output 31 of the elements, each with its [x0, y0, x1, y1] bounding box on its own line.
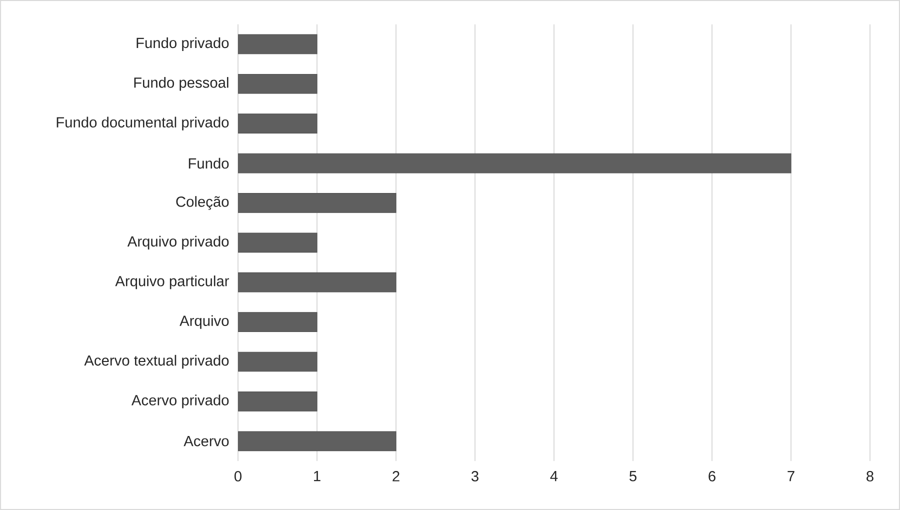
bar [238, 232, 318, 253]
y-tick-label: Acervo textual privado [84, 354, 229, 369]
y-tick-label: Coleção [176, 196, 229, 210]
bar [238, 153, 792, 174]
x-tick-label: 0 [234, 471, 242, 482]
x-tick-label: 7 [788, 471, 794, 482]
bar [238, 74, 318, 94]
y-tick-label: Arquivo [180, 315, 229, 329]
x-tick-label: 3 [471, 471, 478, 482]
bar [238, 272, 396, 292]
y-tick-label: Acervo [184, 436, 229, 446]
y-tick-label: Fundo [188, 158, 229, 169]
y-tick-label: Acervo privado [131, 394, 229, 408]
x-tick-label: 1 [314, 471, 320, 482]
y-tick-label: Fundo pessoal [134, 77, 228, 91]
bar [238, 312, 318, 332]
x-tick-label: 8 [866, 471, 874, 482]
y-tick-label: Fundo privado [136, 37, 229, 52]
bar [238, 352, 318, 372]
y-tick-label: Arquivo particular [115, 276, 230, 290]
bar [238, 431, 396, 452]
bar [238, 193, 396, 213]
x-tick-label: 6 [708, 471, 716, 482]
x-tick-label: 4 [550, 471, 558, 482]
y-tick-label: Arquivo privado [127, 236, 229, 250]
x-tick-label: 5 [630, 471, 636, 482]
bar [238, 392, 318, 412]
bar [238, 34, 318, 54]
bar [238, 114, 318, 134]
y-tick-label: Fundo documental privado [56, 116, 229, 130]
x-tick-label: 2 [392, 471, 400, 482]
